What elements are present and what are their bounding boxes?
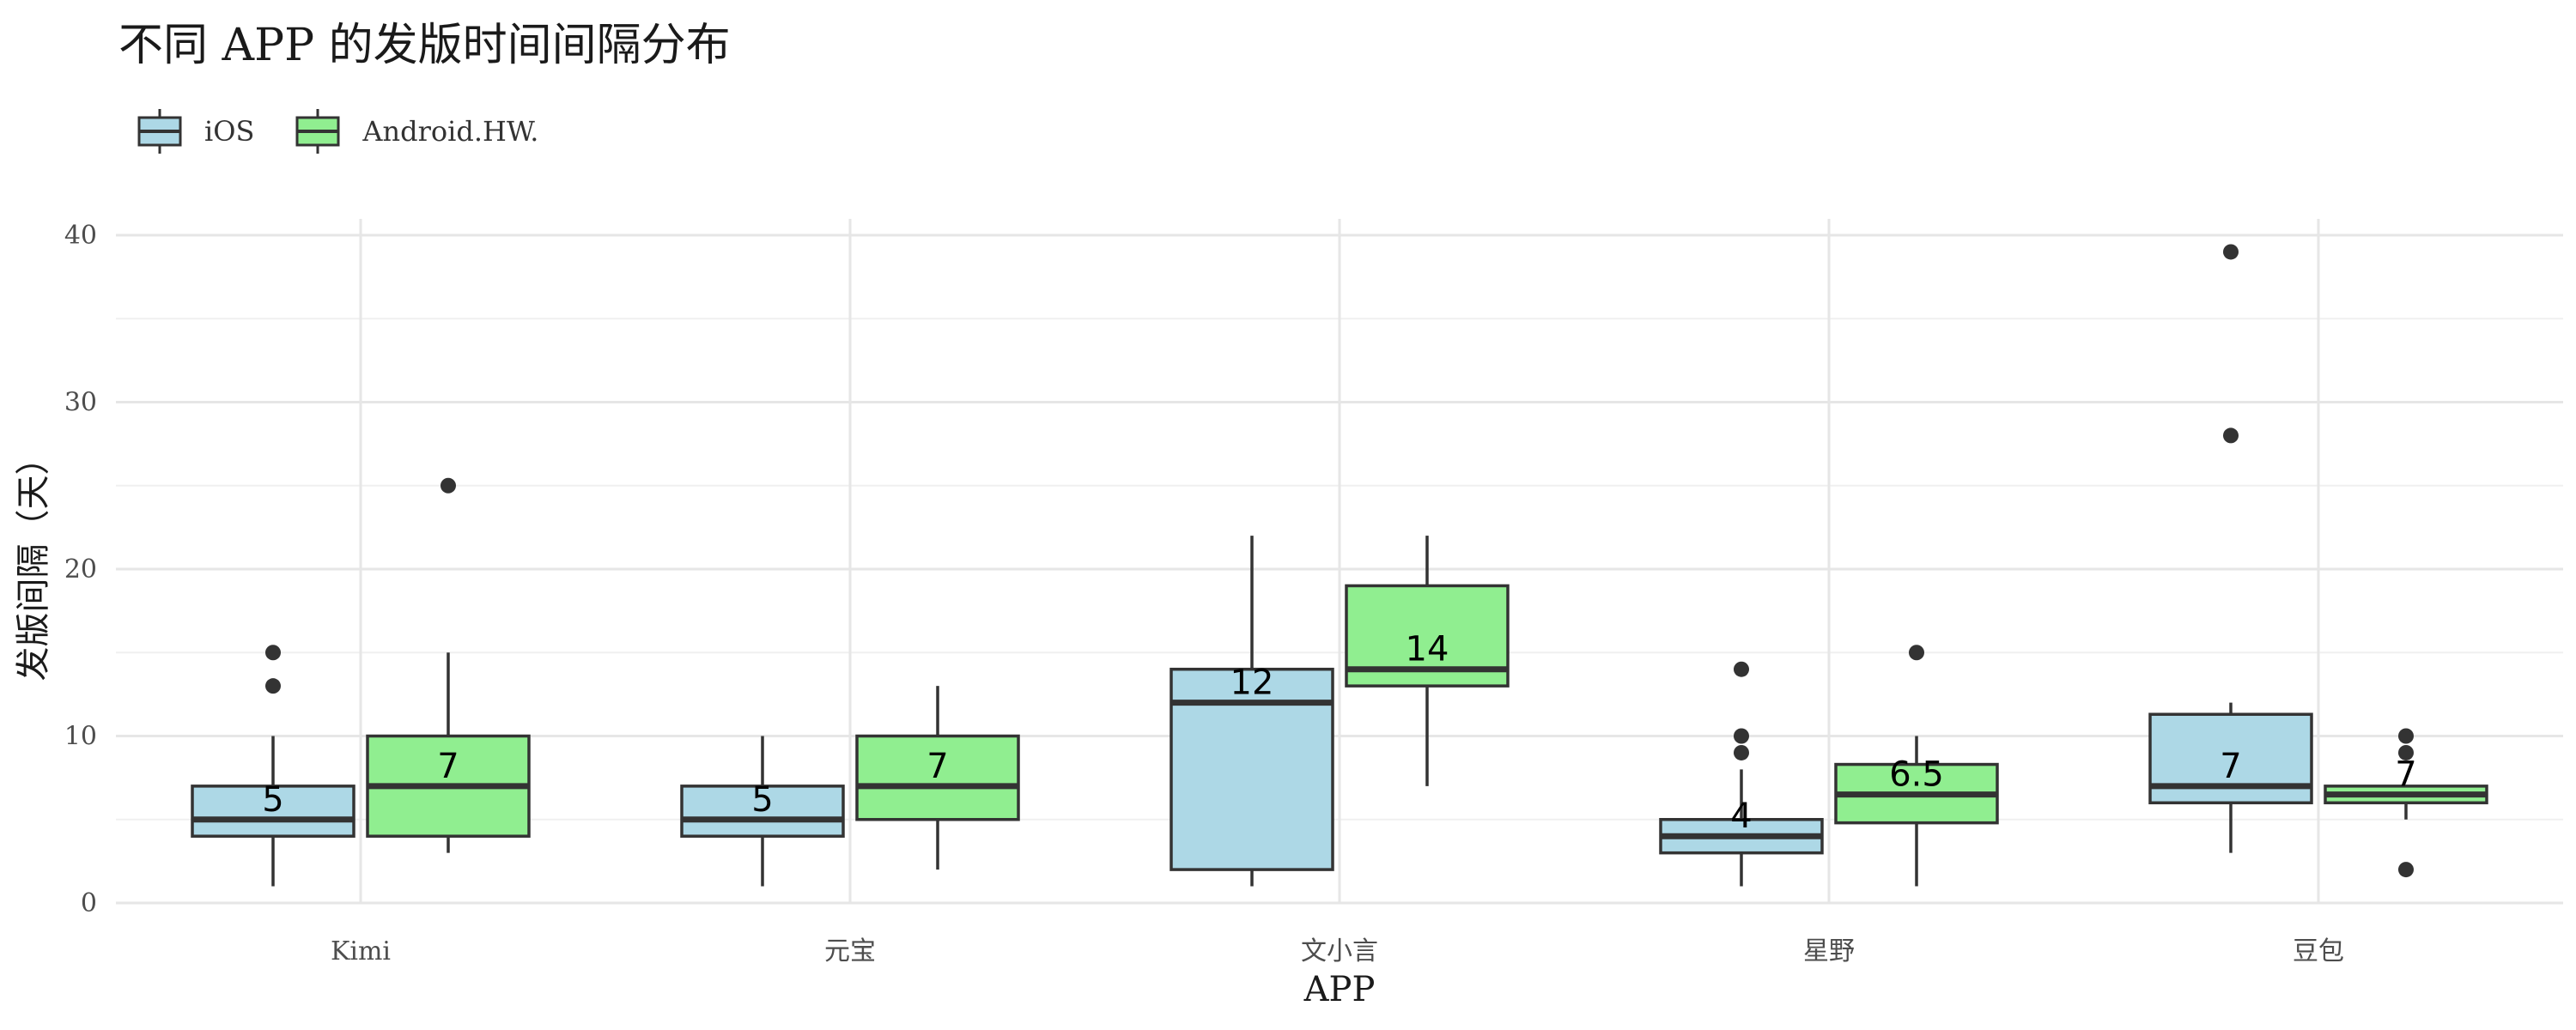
- median-label: 4: [1730, 797, 1752, 836]
- median-label: 12: [1230, 663, 1274, 703]
- x-tick-label: Kimi: [331, 936, 391, 966]
- outlier-point: [2398, 728, 2414, 744]
- median-label: 5: [751, 780, 773, 820]
- median-label: 7: [2395, 755, 2416, 795]
- box-星野-Android.HW.: 6.5: [1834, 645, 1999, 887]
- box-Kimi-Android.HW.: 7: [366, 477, 531, 853]
- box-元宝-iOS: 5: [680, 736, 845, 887]
- box-文小言-Android.HW.: 14: [1345, 536, 1510, 786]
- box-Kimi-iOS: 5: [191, 645, 355, 887]
- outlier-point: [2223, 244, 2239, 260]
- outlier-point: [265, 645, 281, 661]
- x-tick-label: 豆包: [2293, 936, 2344, 966]
- box-iqr: [680, 785, 845, 838]
- outlier-point: [1734, 744, 1749, 760]
- box-豆包-Android.HW.: 7: [2324, 728, 2488, 878]
- median-label: 7: [437, 747, 459, 786]
- y-tick-label: 10: [64, 722, 97, 752]
- chart-title: 不同 APP 的发版时间间隔分布: [118, 20, 731, 71]
- box-星野-iOS: 4: [1659, 661, 1824, 887]
- median-label: 14: [1406, 630, 1449, 670]
- box-文小言-iOS: 12: [1170, 536, 1334, 887]
- series-ios: 5 5 12 4 7: [191, 244, 2313, 887]
- y-tick-label: 30: [64, 388, 97, 418]
- legend-label-ios: iOS: [204, 115, 255, 148]
- y-tick-label: 0: [81, 888, 97, 918]
- outlier-point: [2398, 744, 2414, 760]
- legend-item-android: Android.HW.: [294, 107, 538, 155]
- outlier-point: [440, 477, 456, 494]
- outlier-point: [1909, 645, 1924, 661]
- median-label: 7: [927, 747, 948, 786]
- x-tick-label: 元宝: [824, 936, 876, 966]
- y-axis-title: 发版间隔（天）: [14, 441, 53, 682]
- y-tick-label: 20: [64, 554, 97, 585]
- series-android: 7 7 14 6.5 7: [366, 477, 2488, 887]
- box-元宝-Android.HW.: 7: [855, 686, 1020, 870]
- x-tick-label: 星野: [1803, 936, 1855, 966]
- box-iqr: [855, 734, 1020, 821]
- median-label: 7: [2220, 747, 2241, 786]
- box-豆包-iOS: 7: [2148, 244, 2313, 853]
- legend-label-android: Android.HW.: [362, 115, 539, 148]
- median-label: 6.5: [1889, 755, 1944, 795]
- outlier-point: [2398, 862, 2414, 878]
- median-label: 5: [262, 780, 283, 820]
- outlier-point: [265, 678, 281, 694]
- x-tick-label: 文小言: [1301, 936, 1378, 966]
- legend: iOS Android.HW.: [136, 107, 564, 155]
- outlier-point: [1734, 728, 1749, 744]
- x-axis-title: APP: [1303, 970, 1376, 1009]
- outlier-point: [2223, 427, 2239, 444]
- legend-key-ios: [137, 109, 182, 154]
- outlier-point: [1734, 661, 1749, 677]
- legend-key-android: [295, 109, 340, 154]
- box-iqr: [191, 785, 355, 838]
- legend-item-ios: iOS: [136, 107, 254, 155]
- y-tick-label: 40: [64, 221, 97, 251]
